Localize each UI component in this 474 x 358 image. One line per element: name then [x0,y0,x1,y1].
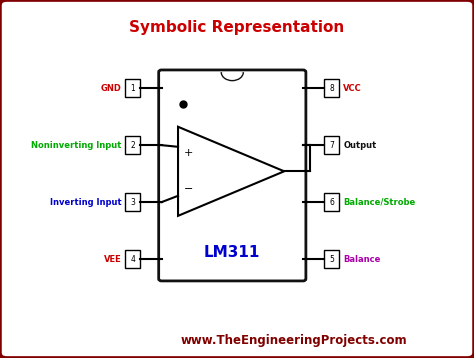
Text: 1: 1 [130,84,135,93]
Bar [324,79,339,97]
Wedge shape [222,72,243,80]
Text: VCC: VCC [343,84,362,93]
Text: 5: 5 [329,255,334,264]
Bar [125,79,140,97]
Text: Balance: Balance [343,255,381,264]
Text: Noninverting Input: Noninverting Input [31,141,121,150]
Text: −: − [184,184,193,194]
Text: Symbolic Representation: Symbolic Representation [129,20,345,35]
Text: 7: 7 [329,141,334,150]
Text: Balance/Strobe: Balance/Strobe [343,198,415,207]
Bar [125,193,140,212]
Text: Inverting Input: Inverting Input [50,198,121,207]
Text: 2: 2 [130,141,135,150]
Bar [324,250,339,268]
Bar [324,193,339,212]
Text: VEE: VEE [104,255,121,264]
Text: 6: 6 [329,198,334,207]
FancyBboxPatch shape [159,70,306,281]
Text: 8: 8 [329,84,334,93]
Bar [125,136,140,154]
Text: www.TheEngineeringProjects.com: www.TheEngineeringProjects.com [180,334,407,347]
Text: 3: 3 [130,198,135,207]
Bar [324,136,339,154]
Text: LM311: LM311 [204,245,261,260]
Bar [125,250,140,268]
Text: Output: Output [343,141,376,150]
Text: GND: GND [100,84,121,93]
Text: +: + [184,149,193,159]
Text: 4: 4 [130,255,135,264]
